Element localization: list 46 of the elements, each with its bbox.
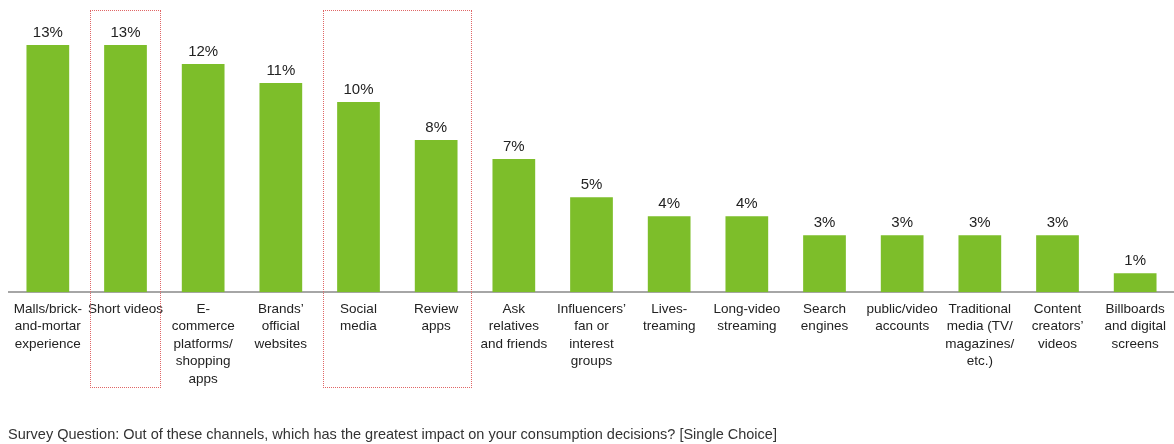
bar — [1113, 273, 1157, 293]
text: Survey Question: Out of these channels, which has the greatest impact on your consumption decisions? [Single Choice] — [8, 426, 777, 442]
data-label: 7% — [502, 136, 525, 154]
data-label: 3% — [1046, 212, 1069, 230]
bar — [492, 159, 536, 293]
data-label: 4% — [735, 193, 758, 211]
x-tick-label: Content creators’ videos — [1031, 300, 1084, 351]
x-tick-label: Brands’ official websites — [253, 300, 308, 351]
x-tick-label: Short videos — [87, 300, 164, 316]
data-label: 5% — [580, 174, 603, 192]
x-tick-label: Malls/brick-and-mortar experience — [13, 300, 82, 351]
data-label: 10% — [343, 79, 374, 97]
x-tick-label: Influencers’ fan or interest groups — [556, 300, 627, 369]
data-label: 11% — [266, 60, 296, 78]
data-label: 3% — [813, 212, 836, 230]
bar — [880, 235, 924, 293]
x-tick-label: E-commerce platforms/shopping apps — [171, 300, 235, 386]
data-label: 3% — [968, 212, 991, 230]
x-tick-label: Billboards and digital screens — [1104, 300, 1166, 351]
bar — [181, 64, 225, 293]
bar — [803, 235, 846, 293]
bar — [26, 45, 70, 293]
bar — [1036, 235, 1079, 293]
bar — [337, 102, 380, 293]
bar — [570, 197, 613, 293]
data-label: 13% — [110, 22, 141, 40]
x-tick-label: Lives-treaming — [642, 300, 696, 334]
x-tick-label: Ask relatives and friends — [480, 300, 548, 351]
bar — [104, 45, 147, 293]
bar — [958, 235, 1002, 293]
bar — [259, 83, 303, 293]
data-label: 12% — [188, 41, 219, 59]
data-label: 8% — [425, 117, 448, 135]
x-tick-label: Review apps — [414, 300, 459, 334]
data-label: 4% — [658, 193, 681, 211]
data-label: 1% — [1124, 250, 1147, 268]
data-label: 13% — [32, 22, 63, 40]
x-tick-label: Traditional media (TV/magazines/etc.) — [945, 300, 1015, 369]
bar — [414, 140, 458, 293]
bar — [725, 216, 769, 293]
x-tick-label: public/video accounts — [866, 300, 938, 334]
data-label: 3% — [891, 212, 914, 230]
bar — [647, 216, 691, 293]
x-tick-label: Social media — [340, 300, 378, 334]
x-tick-label: Search engines — [800, 300, 849, 334]
x-tick-label: Long-video streaming — [713, 300, 781, 334]
